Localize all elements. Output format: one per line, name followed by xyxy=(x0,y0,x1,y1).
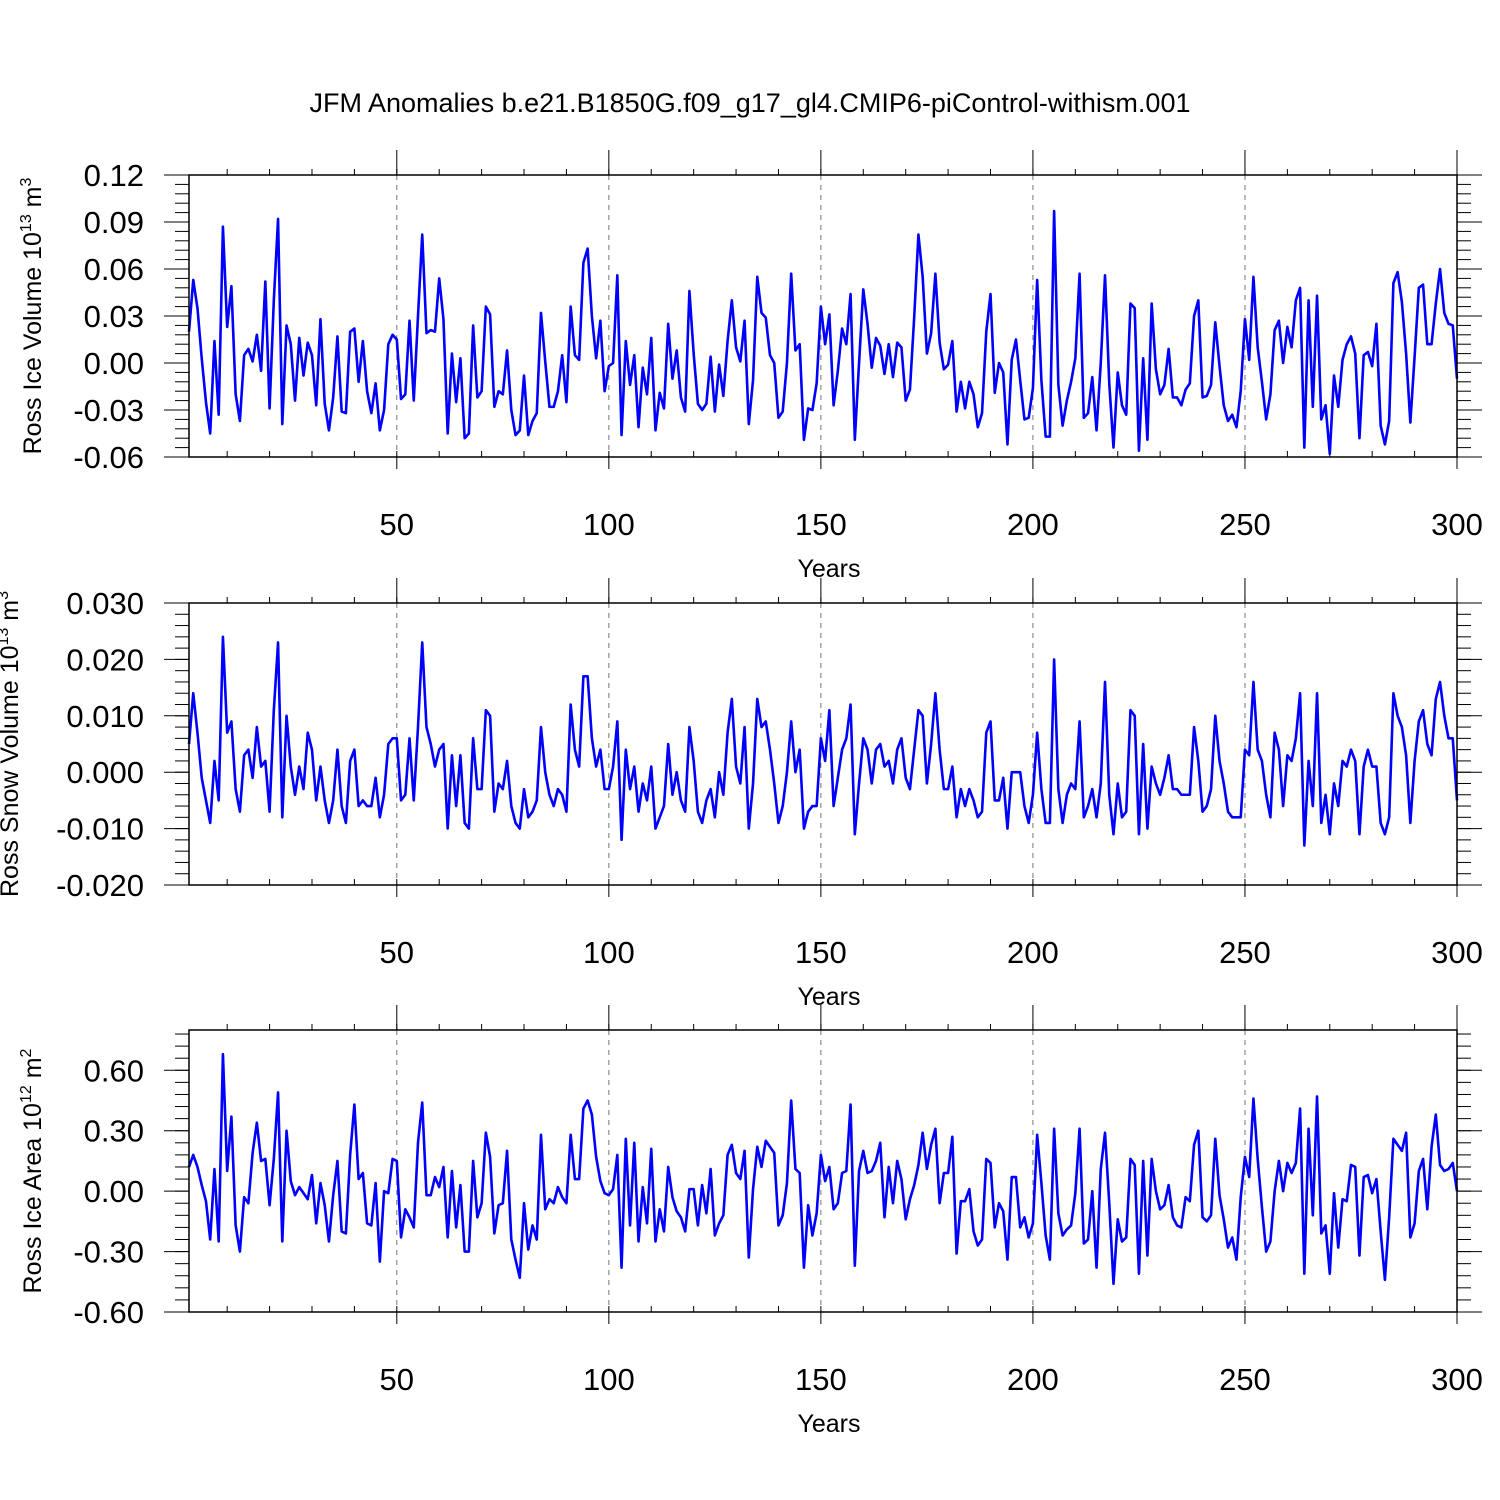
ice-area-y-tick-label: 0.00 xyxy=(84,1174,144,1209)
ice-area-x-tick-label: 200 xyxy=(1007,1362,1059,1397)
snow-volume-x-tick-label: 300 xyxy=(1431,935,1483,970)
snow-volume-plot-frame xyxy=(188,602,1458,886)
ice-area-x-tick-label: 300 xyxy=(1431,1362,1483,1397)
ice-volume-x-tick-label: 200 xyxy=(1007,507,1059,542)
snow-volume-x-tick-label: 100 xyxy=(583,935,635,970)
ice-volume-y-tick-label: 0.06 xyxy=(84,252,144,287)
ross-snow-volume-panel: 50 100 150 200 250 300 -0.020 -0.010 0.000 0.010 0… xyxy=(0,578,1483,1011)
ice-volume-x-axis-label: Years xyxy=(797,555,860,583)
ice-volume-x-tick-label: 300 xyxy=(1431,507,1483,542)
ice-volume-y-tick-label: 0.00 xyxy=(84,346,144,381)
ice-area-plot-frame xyxy=(188,1029,1458,1313)
snow-volume-x-axis-label: Years xyxy=(797,983,860,1011)
snow-volume-x-tick-label: 150 xyxy=(795,935,847,970)
snow-volume-y-tick-label: 0.000 xyxy=(66,755,144,790)
figure-title: JFM Anomalies b.e21.B1850G.f09_g17_gl4.C… xyxy=(310,88,1191,118)
snow-volume-y-tick-label: 0.030 xyxy=(66,586,144,621)
ross-ice-volume-panel: 50 100 150 200 250 300 -0.06 -0.03 0.00 0.03 0.06 0… xyxy=(18,150,1483,583)
ice-volume-y-tick-label: 0.09 xyxy=(84,205,144,240)
ice-volume-x-tick-label: 50 xyxy=(380,507,414,542)
ice-volume-x-tick-label: 250 xyxy=(1219,507,1271,542)
ross-ice-area-panel: 50 100 150 200 250 300 -0.60 -0.30 0.00 0.30 0.60 Y… xyxy=(18,1005,1483,1438)
ice-volume-y-tick-label: 0.12 xyxy=(84,158,144,193)
snow-volume-y-tick-label: 0.020 xyxy=(66,642,144,677)
ice-volume-x-tick-label: 100 xyxy=(583,507,635,542)
ice-volume-series-line xyxy=(187,209,1459,456)
ice-area-y-tick-label: -0.60 xyxy=(73,1295,144,1330)
snow-volume-y-tick-label: -0.010 xyxy=(56,812,144,847)
ice-area-y-tick-label: -0.30 xyxy=(73,1235,144,1270)
ice-volume-y-tick-label: -0.03 xyxy=(73,393,144,428)
ice-area-y-tick-label: 0.30 xyxy=(84,1114,144,1149)
snow-volume-y-tick-label: 0.010 xyxy=(66,699,144,734)
ice-area-x-tick-label: 50 xyxy=(380,1362,414,1397)
snow-volume-y-axis-label: Ross Snow Volume 1013 m3 xyxy=(0,591,24,897)
snow-volume-x-tick-label: 250 xyxy=(1219,935,1271,970)
ice-volume-y-tick-label: -0.06 xyxy=(73,440,144,475)
ice-volume-y-tick-label: 0.03 xyxy=(84,299,144,334)
snow-volume-y-tick-label: -0.020 xyxy=(56,868,144,903)
ice-area-y-axis-label: Ross Ice Area 1012 m2 xyxy=(18,1048,47,1293)
snow-volume-x-tick-label: 50 xyxy=(380,935,414,970)
ice-area-x-axis-label: Years xyxy=(797,1410,860,1438)
ice-area-x-tick-label: 150 xyxy=(795,1362,847,1397)
ice-volume-x-tick-label: 150 xyxy=(795,507,847,542)
ice-area-y-tick-label: 0.60 xyxy=(84,1053,144,1088)
ice-volume-y-axis-label: Ross Ice Volume 1013 m3 xyxy=(18,177,47,454)
ice-area-x-tick-label: 250 xyxy=(1219,1362,1271,1397)
ice-area-series-line xyxy=(187,1052,1459,1286)
ice-area-x-tick-label: 100 xyxy=(583,1362,635,1397)
snow-volume-x-tick-label: 200 xyxy=(1007,935,1059,970)
ice-volume-plot-frame xyxy=(188,174,1458,458)
snow-volume-series-line xyxy=(187,635,1459,847)
